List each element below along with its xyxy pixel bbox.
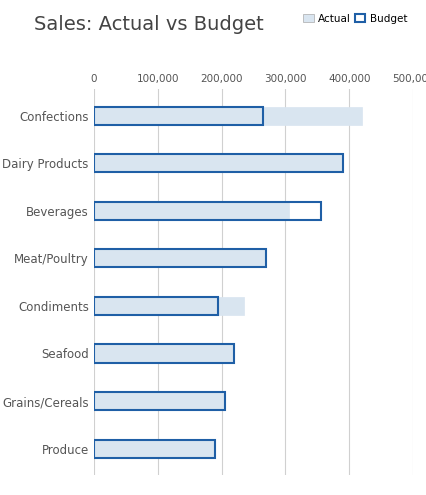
Bar xyxy=(94,440,215,458)
Bar xyxy=(94,202,289,220)
Bar xyxy=(94,106,362,125)
Bar xyxy=(94,440,215,458)
Text: Sales: Actual vs Budget: Sales: Actual vs Budget xyxy=(34,15,264,34)
Bar xyxy=(94,202,320,220)
Bar xyxy=(94,297,244,315)
Bar xyxy=(94,154,343,172)
Legend: Actual, Budget: Actual, Budget xyxy=(299,9,411,28)
Bar xyxy=(94,106,263,125)
Bar xyxy=(94,345,234,362)
Bar xyxy=(94,345,234,362)
Bar xyxy=(94,154,343,172)
Bar xyxy=(94,249,266,267)
Bar xyxy=(94,392,225,410)
Bar xyxy=(94,249,266,267)
Bar xyxy=(94,297,218,315)
Bar xyxy=(94,392,225,410)
